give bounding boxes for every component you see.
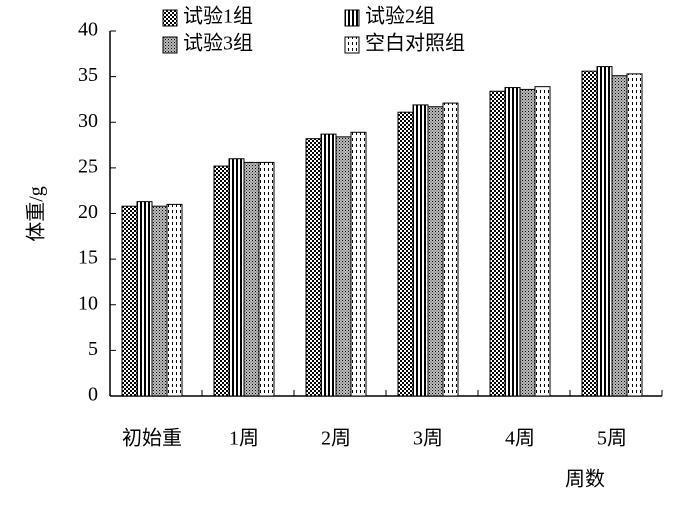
bar: [534, 86, 551, 397]
y-tick-label: 30: [78, 110, 98, 132]
legend-label: 空白对照组: [365, 32, 465, 55]
bar: [213, 165, 230, 397]
legend-label: 试验3组: [183, 32, 253, 55]
bar: [427, 106, 444, 397]
x-axis-label: 周数: [565, 468, 605, 491]
bar: [243, 161, 260, 397]
bar: [166, 203, 183, 397]
x-tick-label: 5周: [597, 428, 627, 450]
legend-label: 试验2组: [365, 5, 435, 28]
x-tick-label: 2周: [321, 428, 351, 450]
bar: [626, 73, 643, 397]
bar: [136, 201, 153, 397]
legend-swatch: [344, 9, 360, 27]
bar: [397, 111, 414, 397]
bar: [350, 131, 367, 397]
x-tick-label: 4周: [505, 428, 535, 450]
bar: [489, 90, 506, 397]
x-tick-label: 3周: [413, 428, 443, 450]
y-tick-label: 25: [78, 155, 98, 177]
legend-swatch: [162, 9, 178, 27]
bar: [335, 136, 352, 397]
x-tick-label: 初始重: [122, 427, 182, 450]
y-tick-label: 5: [88, 338, 98, 360]
y-tick-label: 20: [78, 201, 98, 223]
x-tick-label: 1周: [229, 428, 259, 450]
bar: [258, 161, 275, 397]
bar: [581, 70, 598, 397]
bar: [611, 75, 628, 397]
y-tick-label: 35: [78, 64, 98, 86]
bar: [519, 88, 536, 397]
bar: [228, 158, 245, 397]
y-tick-label: 0: [88, 384, 98, 406]
bar: [504, 87, 521, 397]
y-axis-label: 体重/g: [25, 186, 48, 242]
y-tick-label: 40: [78, 19, 98, 41]
y-tick-label: 10: [78, 292, 98, 314]
legend-label: 试验1组: [183, 5, 253, 28]
bar: [442, 102, 459, 397]
bar: [596, 66, 613, 397]
bar: [320, 133, 337, 397]
bar: [305, 138, 322, 397]
bar: [121, 205, 138, 397]
y-tick-label: 15: [78, 247, 98, 269]
bar: [412, 104, 429, 397]
legend-swatch: [344, 36, 360, 54]
legend-swatch: [162, 36, 178, 54]
bar: [151, 205, 168, 397]
